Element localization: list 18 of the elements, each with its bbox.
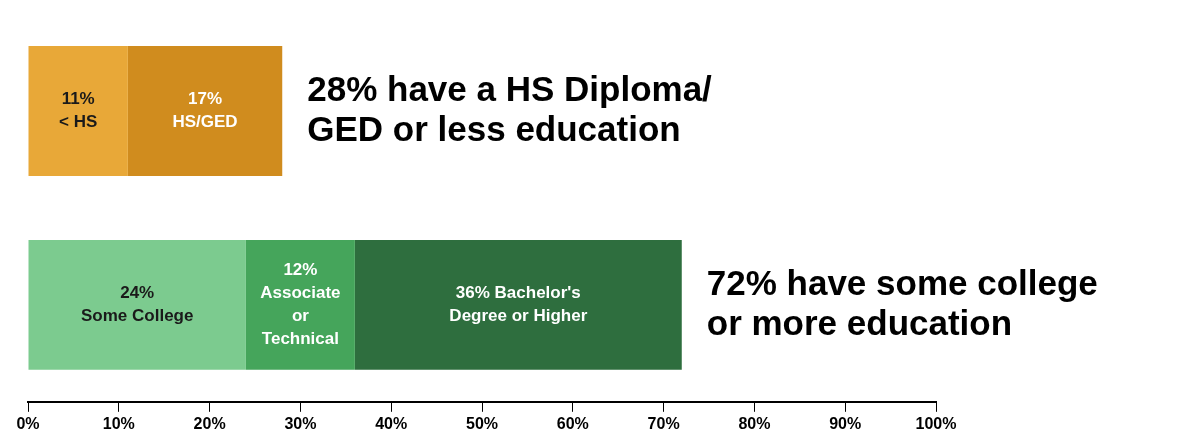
data-label: 12% Associate or Technical	[260, 260, 341, 349]
data-label: 24% Some College	[81, 283, 194, 326]
x-tick-label: 30%	[284, 414, 317, 432]
x-tick-label: 0%	[16, 414, 40, 432]
x-tick-label: 20%	[193, 414, 226, 432]
x-tick-label: 10%	[102, 414, 135, 432]
x-tick-label: 100%	[915, 414, 957, 432]
x-tick-label: 70%	[647, 414, 680, 432]
x-tick-label: 50%	[465, 414, 499, 432]
x-tick-label: 90%	[829, 414, 862, 432]
x-tick-label: 40%	[375, 414, 408, 432]
data-label: 11% < HS	[59, 89, 98, 132]
data-label: 36% Bachelor's Degree or Higher	[449, 283, 588, 326]
x-tick-label: 60%	[556, 414, 589, 432]
x-tick-label: 80%	[738, 414, 771, 432]
annotation: 72% have some college or more education	[706, 262, 1098, 342]
annotation: 28% have a HS Diploma/ GED or less education	[307, 68, 713, 148]
data-label: 17% HS/GED	[172, 89, 238, 132]
